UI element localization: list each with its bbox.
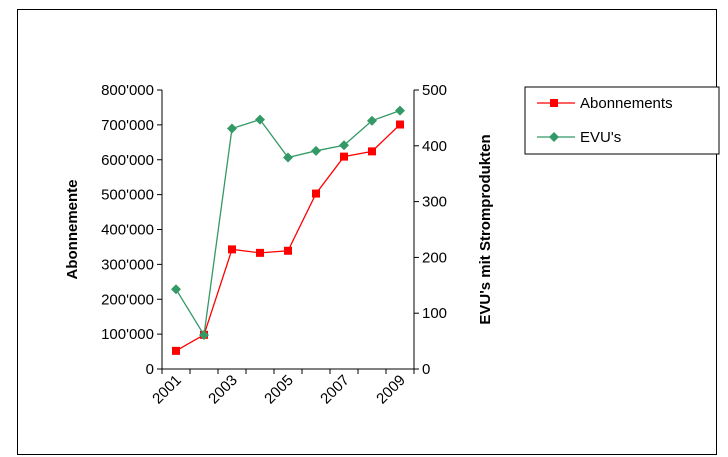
data-point: [395, 105, 405, 116]
left-tick-label: 100'000: [101, 326, 154, 343]
x-tick-label: 2009: [373, 372, 409, 408]
data-point: [199, 329, 209, 340]
data-point: [227, 123, 237, 134]
x-tick-label: 2005: [261, 372, 297, 408]
data-point: [172, 346, 180, 355]
legend: Abonnements EVU's: [524, 86, 720, 155]
data-point: [228, 245, 236, 254]
left-axis: 0 100'000 200'000 300'000 400'000 500'000 600'…: [101, 82, 162, 378]
x-tick-label: 2001: [149, 372, 185, 408]
right-tick-label: 300: [422, 194, 447, 211]
series-group: [171, 105, 405, 355]
data-point: [255, 114, 265, 125]
data-point: [339, 140, 349, 151]
data-point: [311, 145, 321, 156]
left-tick-label: 400'000: [101, 222, 154, 239]
data-point: [283, 152, 293, 163]
x-tick-label: 2003: [205, 372, 241, 408]
left-tick-label: 600'000: [101, 152, 154, 169]
data-point: [171, 284, 181, 295]
legend-label: Abonnements: [580, 95, 673, 112]
right-tick-label: 100: [422, 305, 447, 322]
data-point: [312, 189, 320, 198]
legend-label: EVU's: [580, 129, 621, 146]
legend-marker: [550, 99, 558, 107]
right-tick-label: 0: [422, 361, 430, 378]
data-point: [284, 246, 292, 255]
x-axis: 2001 2003 2005 2007 2009: [149, 369, 415, 408]
data-point: [256, 248, 264, 257]
right-tick-label: 500: [422, 82, 447, 99]
left-tick-label: 800'000: [101, 82, 154, 99]
left-tick-label: 200'000: [101, 291, 154, 308]
left-axis-title: Abonnemente: [64, 179, 81, 279]
data-point: [368, 147, 376, 156]
right-axis-title: EVU's mit Stromprodukten: [477, 134, 494, 324]
left-tick-label: 700'000: [101, 117, 154, 134]
series-line-1: [175, 110, 401, 337]
right-tick-label: 400: [422, 138, 447, 155]
data-point: [396, 120, 404, 129]
chart-area: [17, 9, 717, 455]
right-tick-label: 200: [422, 249, 447, 266]
left-tick-label: 500'000: [101, 187, 154, 204]
left-tick-label: 300'000: [101, 256, 154, 273]
data-point: [367, 115, 377, 126]
legend-marker: [549, 132, 559, 142]
data-point: [340, 152, 348, 161]
x-tick-label: 2007: [317, 372, 353, 408]
left-tick-label: 0: [146, 361, 154, 378]
right-axis: 0 100 200 300 400 500: [414, 82, 447, 378]
legend-box: [524, 86, 720, 155]
